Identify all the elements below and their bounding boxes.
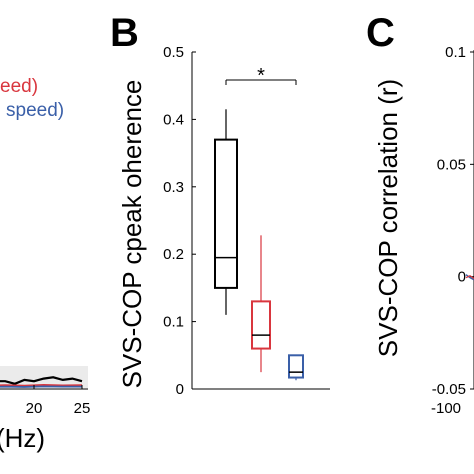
- panel-c-ylabel: SVS-COP correlation (r): [373, 79, 403, 357]
- box-body: [251, 300, 271, 350]
- panel-b-ytick-label: 0.5: [163, 44, 184, 61]
- panel-c-y-ticks: -0.05 0 0.05 0.1: [432, 44, 474, 398]
- panel-a-legend-red: eed): [0, 76, 38, 97]
- panel-c-ytick-label: 0: [458, 269, 466, 286]
- panel-a-series-line: [0, 376, 83, 385]
- panel-c-letter: C: [366, 11, 395, 55]
- panel-a-legend-blue: speed): [6, 100, 64, 121]
- panel-a-xtick-25: 25: [74, 400, 91, 417]
- panel-b-significance-bracket: *: [225, 65, 297, 87]
- panel-c-xtick-minus100: -100: [431, 400, 461, 417]
- box-body: [214, 138, 238, 289]
- box-3: [288, 354, 304, 381]
- panel-a-series-line: [0, 385, 82, 388]
- panel-a-xtick-20: 20: [26, 400, 43, 417]
- panel-c-trace-red: [465, 274, 474, 280]
- panel-c-ytick-label: 0.05: [437, 156, 466, 173]
- significance-star: *: [257, 65, 265, 87]
- panel-b-letter: B: [110, 11, 139, 55]
- panel-b-y-ticks: 0 0.1 0.2 0.3 0.4 0.5: [163, 44, 196, 398]
- panel-b: B SVS-COP cpeak oherence 0 0.1 0.2 0.3 0.4 0.…: [110, 11, 330, 398]
- panel-c: C SVS-COP correlation (r) -0.0500.050.1 …: [366, 11, 474, 417]
- panel-c-ytick-label: -0.05: [432, 381, 466, 398]
- panel-b-ylabel: SVS-COP cpeak oherence: [117, 80, 147, 389]
- panel-c-trace-blue: [465, 274, 474, 281]
- box-body: [288, 354, 304, 379]
- panel-c-ytick-label: 0.1: [445, 44, 466, 61]
- panel-c-trace: [465, 274, 474, 281]
- panel-a-shaded-band: [0, 366, 88, 388]
- panel-b-ytick-label: 0: [176, 381, 184, 398]
- panel-a: 20 25 (Hz) eed) speed): [0, 76, 90, 453]
- panel-b-ytick-label: 0.3: [163, 179, 184, 196]
- panel-b-ytick-label: 0.1: [163, 314, 184, 331]
- panel-a-xlabel: (Hz): [0, 423, 45, 453]
- box-1: [214, 109, 238, 315]
- box-2: [251, 235, 271, 373]
- panel-b-ytick-label: 0.4: [163, 111, 184, 128]
- panel-b-boxes: [214, 109, 304, 381]
- panel-b-ytick-label: 0.2: [163, 246, 184, 263]
